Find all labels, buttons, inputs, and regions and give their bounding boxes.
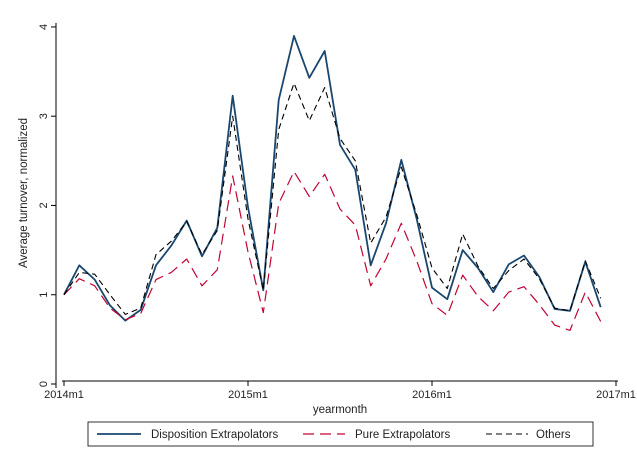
- y-tick-label: 3: [38, 113, 50, 119]
- y-ticks: 0 1 2 3 4: [38, 24, 56, 387]
- series-line-3: [63, 82, 602, 315]
- series-layer: [63, 35, 602, 331]
- x-ticks: 2014m1 2015m1 2016m1 2017m1: [44, 381, 636, 401]
- x-tick-label: 2017m1: [596, 389, 636, 401]
- legend-label-3: Others: [536, 429, 571, 441]
- x-tick-label: 2015m1: [228, 389, 268, 401]
- x-tick-label: 2016m1: [412, 389, 452, 401]
- y-tick-label: 4: [38, 24, 50, 30]
- legend-label-2: Pure Extrapolators: [355, 429, 450, 441]
- y-tick-label: 1: [38, 292, 50, 298]
- axes: 0 1 2 3 4 2014m1 2015m1 2016m1 2017m1: [38, 22, 636, 401]
- y-tick-label: 0: [38, 381, 50, 387]
- y-tick-label: 2: [38, 202, 50, 208]
- x-tick-label: 2014m1: [44, 389, 84, 401]
- legend-label-1: Disposition Extrapolators: [151, 429, 278, 441]
- series-line-2: [63, 170, 602, 331]
- y-axis-title: Average turnover, normalized: [18, 118, 30, 268]
- x-axis-title: yearmonth: [313, 404, 367, 416]
- legend: Disposition Extrapolators Pure Extrapolat…: [87, 421, 594, 447]
- series-line-1: [63, 35, 602, 322]
